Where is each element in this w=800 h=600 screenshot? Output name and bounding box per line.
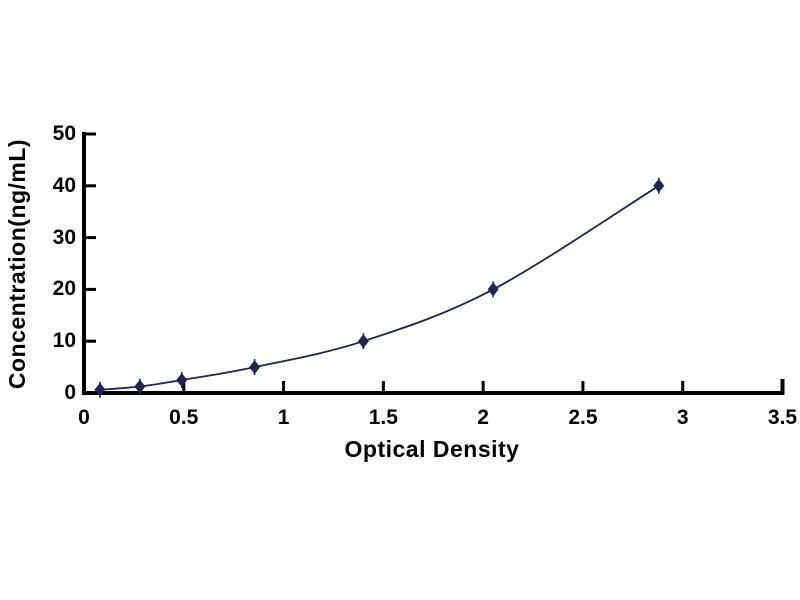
x-axis-title: Optical Density	[344, 436, 520, 462]
data-point-marker	[94, 382, 106, 397]
data-point-marker	[134, 379, 146, 394]
y-tick-label: 30	[52, 225, 76, 249]
x-tick-label: 2.5	[568, 406, 598, 429]
data-point-marker	[176, 373, 188, 388]
x-tick-label: 0	[78, 406, 90, 429]
y-axis-title: Concentration(ng/mL)	[4, 138, 30, 390]
x-tick-label: 1.5	[368, 406, 398, 429]
data-point-marker	[487, 282, 499, 297]
x-tick-label: 0.5	[169, 406, 199, 429]
x-tick-label: 3.5	[767, 406, 798, 429]
x-tick-label: 3	[676, 406, 689, 429]
x-tick-label: 2	[477, 406, 489, 429]
data-point-marker	[653, 178, 665, 193]
y-tick-label: 10	[52, 329, 76, 353]
x-tick-label: 1	[277, 406, 290, 429]
y-tick-label: 20	[52, 277, 76, 301]
axes	[82, 132, 785, 395]
y-tick-label: 50	[52, 122, 76, 145]
standard-curve-line	[99, 185, 660, 391]
y-tick-label: 0	[64, 381, 76, 404]
y-tick-label: 40	[52, 173, 76, 197]
data-point-marker	[249, 360, 261, 375]
data-point-marker	[357, 334, 369, 349]
